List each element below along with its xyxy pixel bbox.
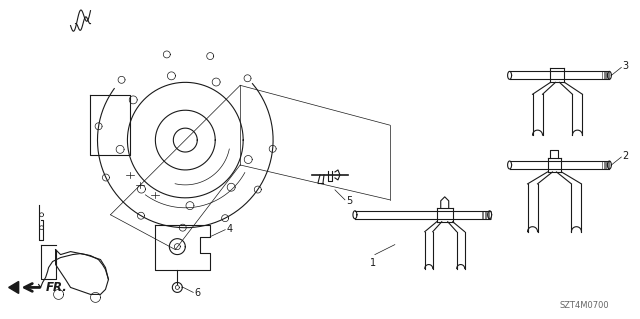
- Text: 5: 5: [346, 196, 352, 206]
- Text: FR.: FR.: [45, 281, 67, 294]
- Text: 2: 2: [622, 151, 628, 161]
- Text: 4: 4: [226, 224, 232, 234]
- Text: 3: 3: [622, 61, 628, 71]
- Text: 6: 6: [195, 288, 200, 298]
- Text: 1: 1: [370, 257, 376, 268]
- Polygon shape: [9, 281, 19, 293]
- Text: SZT4M0700: SZT4M0700: [560, 301, 609, 310]
